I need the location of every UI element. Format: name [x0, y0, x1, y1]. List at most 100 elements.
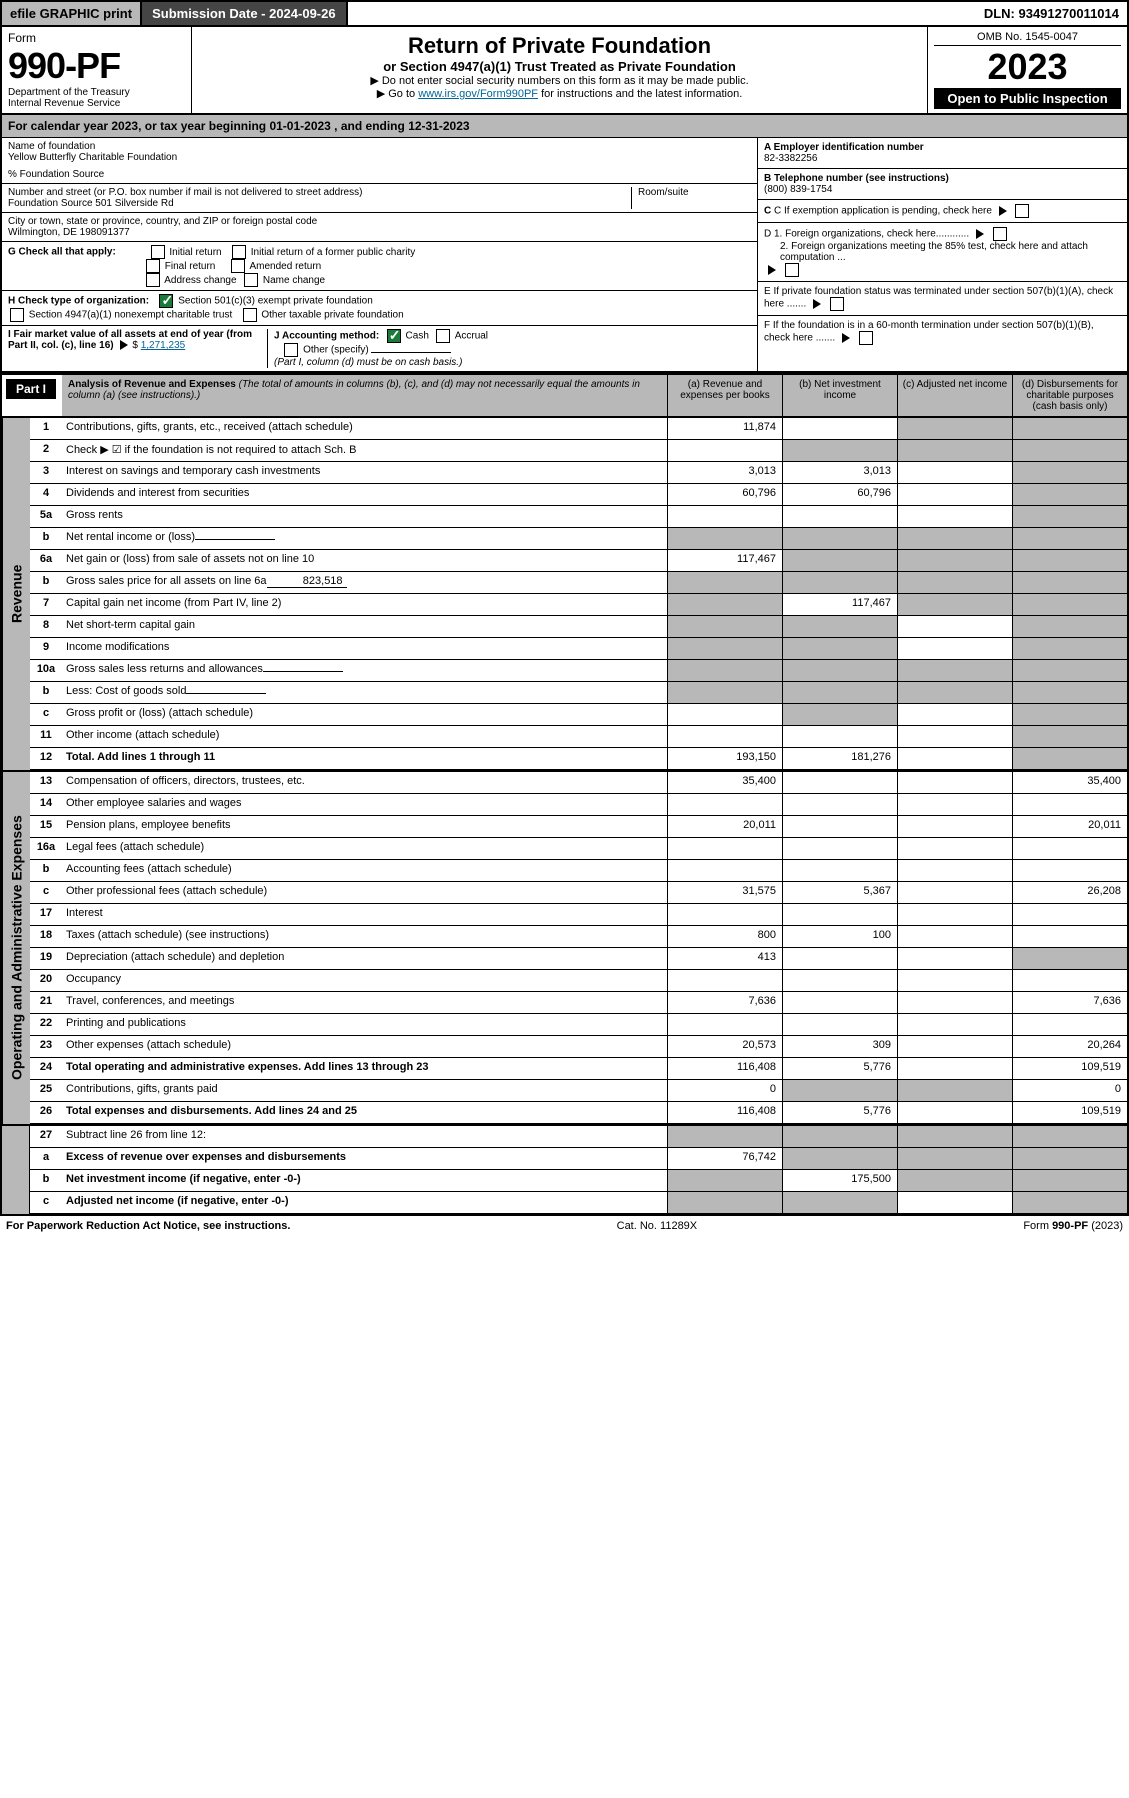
- g-opt-4: Amended return: [250, 261, 322, 272]
- j-other: Other (specify): [303, 345, 369, 356]
- final-return-checkbox[interactable]: [146, 259, 160, 273]
- col-d-header: (d) Disbursements for charitable purpose…: [1012, 375, 1127, 416]
- d2-checkbox[interactable]: [785, 263, 799, 277]
- f-checkbox[interactable]: [859, 331, 873, 345]
- table-row: bAccounting fees (attach schedule): [30, 860, 1127, 882]
- footer-right: Form 990-PF (2023): [1023, 1220, 1123, 1232]
- part1-header-row: Part I Analysis of Revenue and Expenses …: [2, 373, 1127, 418]
- h-check-row: H Check type of organization: Section 50…: [2, 291, 757, 326]
- arrow-icon: [813, 299, 821, 309]
- table-row: 12Total. Add lines 1 through 11193,15018…: [30, 748, 1127, 770]
- other-method-checkbox[interactable]: [284, 343, 298, 357]
- f-label: F If the foundation is in a 60-month ter…: [764, 320, 1094, 344]
- table-row: 17Interest: [30, 904, 1127, 926]
- 501c3-checkbox[interactable]: [159, 294, 173, 308]
- cal-end: 12-31-2023: [408, 119, 469, 133]
- table-row: 21Travel, conferences, and meetings7,636…: [30, 992, 1127, 1014]
- note-link: ▶ Go to www.irs.gov/Form990PF for instru…: [198, 87, 921, 100]
- foundation-name: Yellow Butterfly Charitable Foundation: [8, 152, 751, 163]
- e-checkbox[interactable]: [830, 297, 844, 311]
- c-cell: C C If exemption application is pending,…: [758, 200, 1127, 223]
- city-label: City or town, state or province, country…: [8, 216, 751, 227]
- j-cash: Cash: [406, 331, 429, 342]
- g-opt-1: Final return: [165, 261, 216, 272]
- footer-mid: Cat. No. 11289X: [617, 1220, 698, 1232]
- tax-year: 2023: [934, 46, 1121, 88]
- omb-number: OMB No. 1545-0047: [934, 31, 1121, 46]
- table-row: 11Other income (attach schedule): [30, 726, 1127, 748]
- table-row: 4Dividends and interest from securities6…: [30, 484, 1127, 506]
- table-row: 14Other employee salaries and wages: [30, 794, 1127, 816]
- arrow-icon: [976, 229, 984, 239]
- note-ssn: ▶ Do not enter social security numbers o…: [198, 74, 921, 87]
- g-opt-5: Name change: [263, 275, 325, 286]
- fmv-value[interactable]: 1,271,235: [141, 340, 186, 351]
- final-side-spacer: [2, 1126, 30, 1214]
- 4947-checkbox[interactable]: [10, 308, 24, 322]
- table-row: bNet rental income or (loss): [30, 528, 1127, 550]
- table-row: 23Other expenses (attach schedule)20,573…: [30, 1036, 1127, 1058]
- i-label: I Fair market value of all assets at end…: [8, 329, 252, 351]
- phone-cell: B Telephone number (see instructions) (8…: [758, 169, 1127, 200]
- h-label: H Check type of organization:: [8, 296, 149, 307]
- ein-cell: A Employer identification number 82-3382…: [758, 138, 1127, 169]
- cal-mid: , and ending: [331, 119, 408, 133]
- amended-checkbox[interactable]: [231, 259, 245, 273]
- page-footer: For Paperwork Reduction Act Notice, see …: [0, 1216, 1129, 1236]
- table-row: aExcess of revenue over expenses and dis…: [30, 1148, 1127, 1170]
- table-row: 5aGross rents: [30, 506, 1127, 528]
- b-label: B Telephone number (see instructions): [764, 173, 949, 184]
- table-row: 15Pension plans, employee benefits20,011…: [30, 816, 1127, 838]
- a-label: A Employer identification number: [764, 142, 924, 153]
- table-row: cAdjusted net income (if negative, enter…: [30, 1192, 1127, 1214]
- table-row: 16aLegal fees (attach schedule): [30, 838, 1127, 860]
- form-number: 990-PF: [8, 45, 185, 87]
- d2-label: 2. Foreign organizations meeting the 85%…: [764, 241, 1121, 263]
- c-checkbox[interactable]: [1015, 204, 1029, 218]
- table-row: cGross profit or (loss) (attach schedule…: [30, 704, 1127, 726]
- arrow-icon: [768, 265, 776, 275]
- table-row: 25Contributions, gifts, grants paid00: [30, 1080, 1127, 1102]
- address-change-checkbox[interactable]: [146, 273, 160, 287]
- i-j-row: I Fair market value of all assets at end…: [2, 326, 757, 371]
- part1-desc: Analysis of Revenue and Expenses (The to…: [62, 375, 667, 416]
- part1-title: Analysis of Revenue and Expenses: [68, 379, 236, 390]
- room-label: Room/suite: [631, 187, 751, 209]
- care-of: % Foundation Source: [8, 169, 751, 180]
- other-taxable-checkbox[interactable]: [243, 308, 257, 322]
- table-row: 20Occupancy: [30, 970, 1127, 992]
- expenses-side-label: Operating and Administrative Expenses: [2, 772, 30, 1124]
- j-note: (Part I, column (d) must be on cash basi…: [274, 357, 462, 368]
- accrual-checkbox[interactable]: [436, 329, 450, 343]
- initial-public-checkbox[interactable]: [232, 245, 246, 259]
- note-pre: ▶ Go to: [377, 88, 418, 100]
- irs-link[interactable]: www.irs.gov/Form990PF: [418, 88, 538, 100]
- table-row: 13Compensation of officers, directors, t…: [30, 772, 1127, 794]
- form-subtitle: or Section 4947(a)(1) Trust Treated as P…: [198, 59, 921, 74]
- note-post: for instructions and the latest informat…: [538, 88, 742, 100]
- g-label: G Check all that apply:: [8, 247, 116, 258]
- table-row: 18Taxes (attach schedule) (see instructi…: [30, 926, 1127, 948]
- col-c-header: (c) Adjusted net income: [897, 375, 1012, 416]
- d1-checkbox[interactable]: [993, 227, 1007, 241]
- cash-checkbox[interactable]: [387, 329, 401, 343]
- other-specify-field[interactable]: [371, 352, 451, 353]
- footer-left: For Paperwork Reduction Act Notice, see …: [6, 1220, 290, 1232]
- ein-value: 82-3382256: [764, 153, 817, 164]
- name-change-checkbox[interactable]: [244, 273, 258, 287]
- g-check-row: G Check all that apply: Initial return I…: [2, 242, 757, 291]
- table-row: bGross sales price for all assets on lin…: [30, 572, 1127, 594]
- col-a-header: (a) Revenue and expenses per books: [667, 375, 782, 416]
- c-label: C If exemption application is pending, c…: [774, 206, 992, 217]
- address-cell: Number and street (or P.O. box number if…: [2, 184, 757, 213]
- form-label: Form: [8, 31, 185, 45]
- efile-print-button[interactable]: efile GRAPHIC print: [2, 2, 142, 25]
- topbar: efile GRAPHIC print Submission Date - 20…: [2, 2, 1127, 27]
- initial-return-checkbox[interactable]: [151, 245, 165, 259]
- arrow-icon: [120, 340, 128, 350]
- table-row: 10aGross sales less returns and allowanc…: [30, 660, 1127, 682]
- part1-label: Part I: [6, 379, 56, 399]
- d-cell: D 1. Foreign organizations, check here..…: [758, 223, 1127, 282]
- addr-label: Number and street (or P.O. box number if…: [8, 187, 631, 198]
- name-label: Name of foundation: [8, 141, 751, 152]
